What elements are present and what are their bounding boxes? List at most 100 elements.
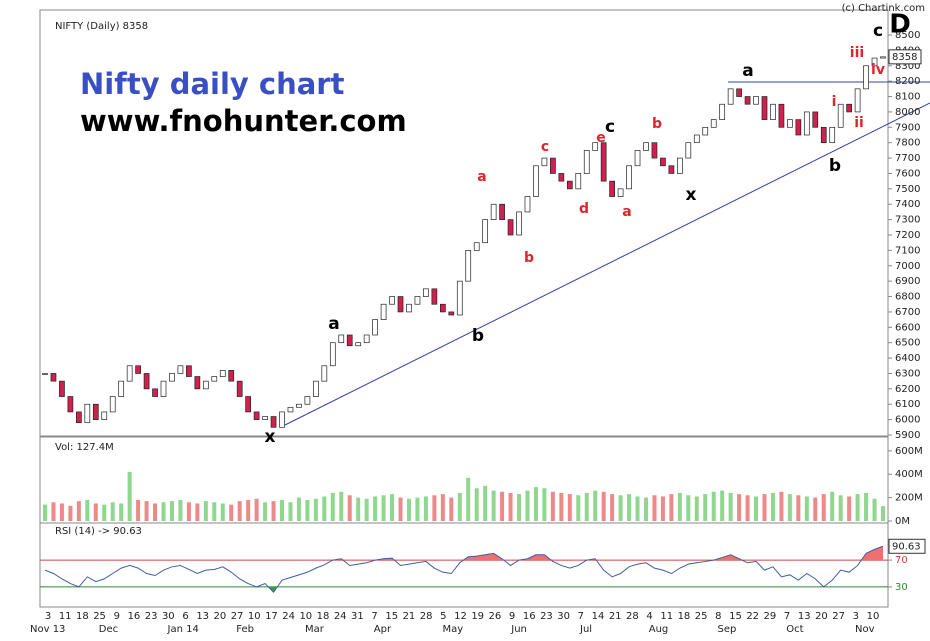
- candle: [710, 119, 717, 128]
- x-tick-label: 30: [162, 611, 175, 622]
- candle: [660, 157, 666, 167]
- x-tick-label: 9: [509, 611, 515, 622]
- x-tick-label: 10: [867, 611, 880, 622]
- candle: [355, 342, 362, 347]
- candle: [414, 296, 421, 305]
- volume-bar: [136, 499, 141, 521]
- candle: [499, 203, 505, 220]
- volume-title: Vol: 127.4M: [55, 442, 114, 453]
- candle: [617, 188, 624, 197]
- x-tick-label: 21: [609, 611, 622, 622]
- volume-bar: [423, 496, 428, 521]
- x-tick-label: 27: [231, 611, 244, 622]
- x-tick-label: 21: [403, 611, 416, 622]
- volume-bar: [855, 494, 860, 521]
- volume-bar: [144, 501, 149, 521]
- month-label: Apr: [374, 624, 392, 635]
- wave-label: e: [596, 130, 606, 146]
- candle: [676, 157, 683, 174]
- candle: [92, 403, 99, 420]
- candle: [871, 57, 878, 67]
- volume-bar: [457, 492, 462, 521]
- candle: [380, 303, 387, 320]
- volume-bar: [847, 496, 852, 521]
- x-tick-label: 16: [128, 611, 141, 622]
- volume-bar: [872, 498, 877, 521]
- wave-label: c: [873, 21, 883, 41]
- last-rsi: 90.63: [892, 541, 921, 552]
- y-tick-label: 8200: [895, 76, 920, 87]
- candle: [109, 396, 116, 413]
- volume-bar: [246, 499, 251, 521]
- candle: [795, 119, 802, 136]
- month-label: Jun: [510, 624, 527, 635]
- y-tick-label: 7800: [895, 138, 920, 149]
- candle: [346, 334, 353, 347]
- candle: [634, 150, 641, 167]
- volume-bar: [313, 498, 318, 521]
- x-tick-label: 26: [489, 611, 502, 622]
- rsi-panel: [39, 522, 889, 608]
- month-label: Jan 14: [167, 624, 199, 635]
- candle: [363, 334, 370, 344]
- candle: [465, 250, 472, 282]
- candle: [202, 380, 209, 390]
- y-tick-label: 6900: [895, 276, 920, 287]
- x-tick-label: 12: [454, 611, 467, 622]
- candle: [550, 157, 556, 174]
- candle: [84, 403, 91, 424]
- y-tick-label: 600M: [895, 446, 923, 457]
- candle: [101, 411, 108, 420]
- volume-bar: [593, 490, 598, 521]
- candle: [439, 303, 446, 313]
- volume-bar: [669, 494, 674, 521]
- volume-bar: [533, 487, 538, 521]
- month-label: Jul: [579, 624, 592, 635]
- y-tick-label: 0M: [895, 516, 910, 527]
- volume-bar: [220, 503, 225, 521]
- volume-bar: [178, 499, 183, 521]
- candle: [761, 96, 768, 120]
- x-tick-label: 7: [578, 611, 584, 622]
- y-tick-label: 6000: [895, 415, 920, 426]
- candle: [270, 416, 277, 428]
- volume-bar: [339, 491, 344, 521]
- wave-label: b: [472, 326, 484, 346]
- volume-bar: [711, 491, 716, 521]
- y-tick-label: 5900: [895, 430, 920, 441]
- candle: [490, 203, 497, 220]
- volume-bar: [449, 497, 454, 521]
- volume-bar: [694, 496, 699, 521]
- x-tick-label: 23: [145, 611, 158, 622]
- wave-label: a: [742, 61, 753, 81]
- x-tick-label: 11: [59, 611, 72, 622]
- volume-bar: [830, 491, 835, 521]
- credit: (c) Chartink.com: [842, 3, 925, 14]
- candle: [253, 411, 260, 420]
- wave-label: x: [686, 185, 697, 205]
- x-tick-label: 9: [114, 611, 120, 622]
- candle: [296, 403, 302, 408]
- candle: [880, 56, 886, 59]
- volume-bar: [787, 494, 792, 521]
- candle: [702, 126, 709, 136]
- candle: [541, 157, 548, 167]
- volume-bar: [415, 497, 420, 521]
- volume-bar: [745, 495, 750, 521]
- y-tick-label: 7600: [895, 168, 920, 179]
- candle: [693, 134, 700, 144]
- x-tick-label: 13: [196, 611, 209, 622]
- volume-bar: [76, 501, 81, 521]
- volume-bar: [500, 491, 505, 521]
- volume-bar: [635, 496, 640, 521]
- y-tick-label: 7900: [895, 122, 920, 133]
- candle: [651, 142, 658, 159]
- y-tick-label: 6600: [895, 322, 920, 333]
- candle: [59, 380, 65, 397]
- y-tick-label: 7000: [895, 261, 920, 272]
- y-tick-label: 7100: [895, 245, 920, 256]
- x-tick-label: 18: [76, 611, 89, 622]
- symbol-label: NIFTY (Daily) 8358: [55, 21, 148, 32]
- month-label: Sep: [718, 624, 737, 635]
- month-label: Nov: [855, 624, 875, 635]
